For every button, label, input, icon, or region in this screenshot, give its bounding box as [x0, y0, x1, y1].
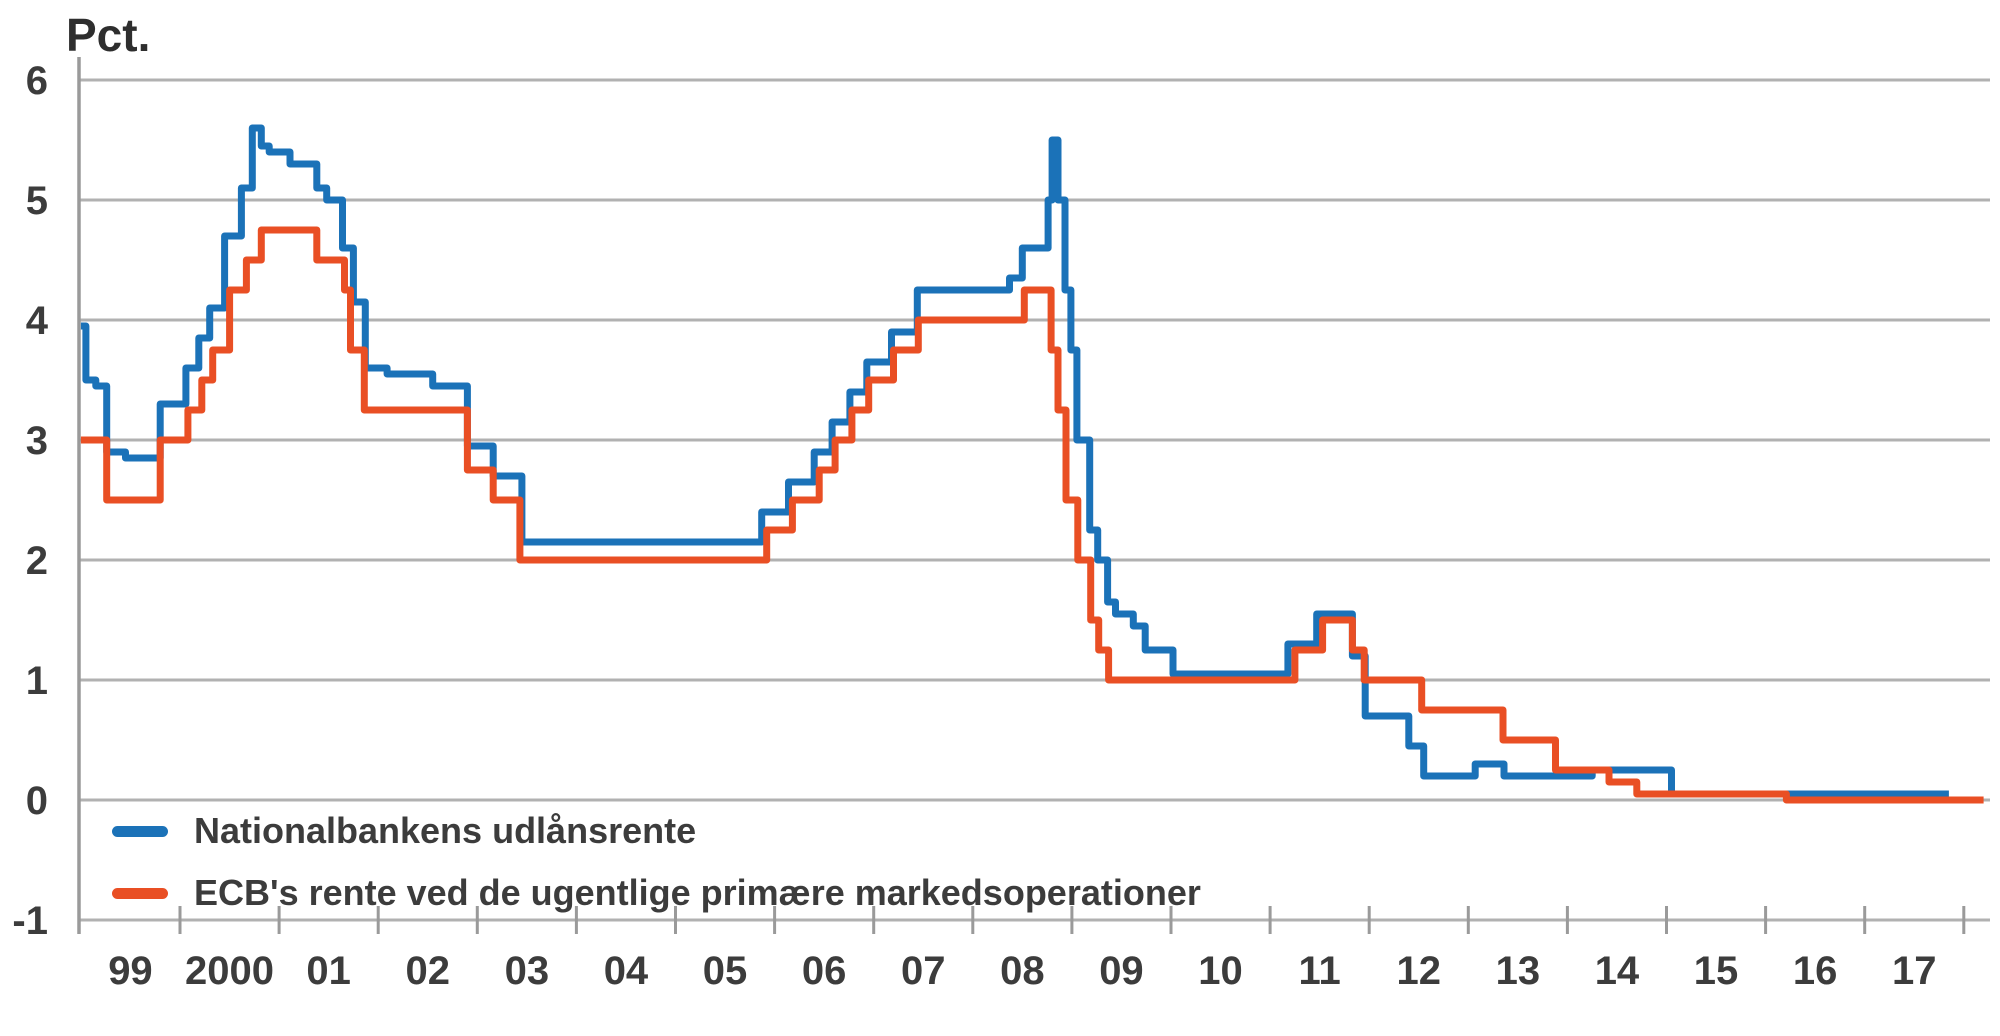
legend-item-ecb: ECB's rente ved de ugentlige primære mar…: [112, 872, 1201, 914]
x-tick-label-16: 16: [1793, 949, 1838, 993]
y-tick-label-3: 3: [26, 419, 48, 463]
x-tick-label-04: 04: [604, 949, 649, 993]
y-tick-label-2: 2: [26, 539, 48, 583]
series-line-ecb: [80, 226, 1984, 804]
y-tick-label-1: 1: [26, 659, 48, 703]
x-tick-label-06: 06: [802, 949, 847, 993]
x-tick-label-01: 01: [306, 949, 351, 993]
x-tick-label-09: 09: [1099, 949, 1144, 993]
y-tick-label-4: 4: [26, 299, 49, 343]
legend-label-nationalbank: Nationalbankens udlånsrente: [194, 810, 697, 851]
y-tick-label-6: 6: [26, 59, 48, 103]
legend-swatch-nationalbank-line: [112, 825, 168, 837]
y-tick-label-5: 5: [26, 179, 48, 223]
x-tick-label-99: 99: [108, 949, 153, 993]
series-line-nationalbank: [80, 124, 1949, 798]
x-tick-label-12: 12: [1397, 949, 1442, 993]
y-tick-label-0: 0: [26, 779, 48, 823]
x-tick-label-08: 08: [1000, 949, 1045, 993]
y-axis-unit-label: Pct.: [66, 9, 151, 61]
x-tick-label-10: 10: [1198, 949, 1243, 993]
x-tick-label-17: 17: [1892, 949, 1937, 993]
legend-swatch-ecb-line: [112, 887, 168, 899]
x-tick-label-14: 14: [1595, 949, 1640, 993]
y-tick-label--1: -1: [12, 899, 48, 943]
x-tick-label-13: 13: [1496, 949, 1541, 993]
x-tick-label-05: 05: [703, 949, 748, 993]
x-tick-label-02: 02: [406, 949, 451, 993]
x-tick-label-15: 15: [1694, 949, 1739, 993]
x-tick-label-11: 11: [1299, 949, 1341, 993]
legend-label-ecb: ECB's rente ved de ugentlige primære mar…: [194, 872, 1201, 913]
x-tick-label-2000: 2000: [185, 949, 274, 993]
legend: Nationalbankens udlånsrente ECB's rente …: [112, 810, 1201, 914]
x-tick-label-03: 03: [505, 949, 550, 993]
legend-item-nationalbank: Nationalbankens udlånsrente: [112, 810, 1201, 852]
x-tick-label-07: 07: [901, 949, 946, 993]
